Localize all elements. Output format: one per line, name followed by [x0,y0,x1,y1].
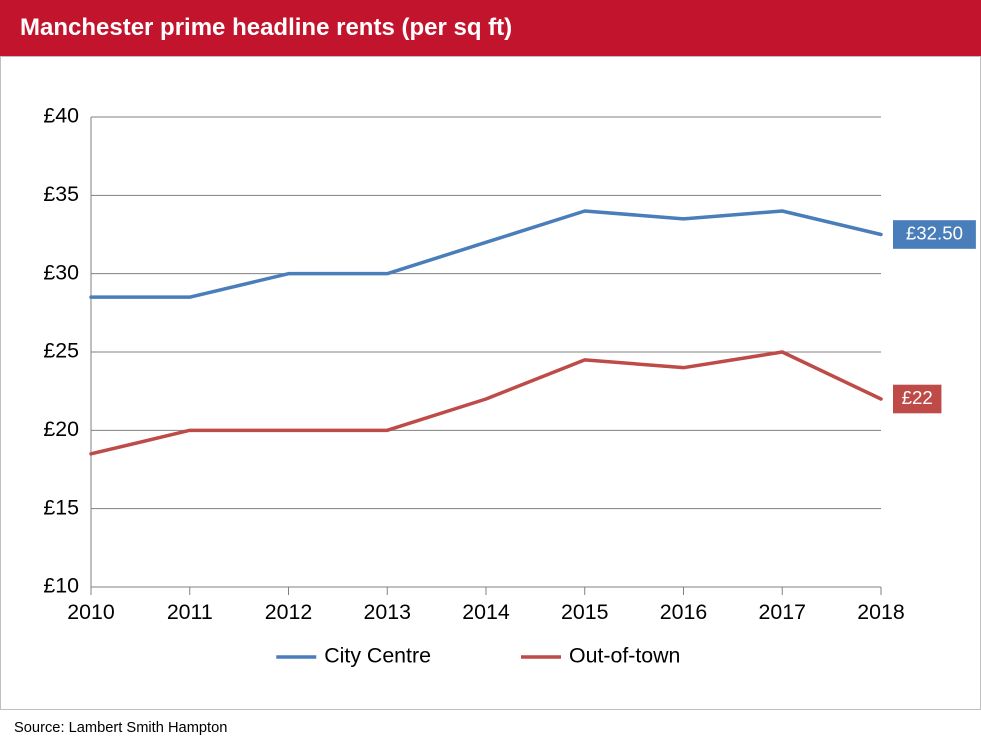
y-axis-label: £10 [43,574,79,598]
legend-label: City Centre [324,644,431,668]
y-axis-label: £40 [43,104,79,128]
x-axis-label: 2013 [364,600,411,624]
series-end-label: £22 [902,387,933,408]
x-axis-label: 2015 [561,600,608,624]
chart-frame: £10 £15 £20 £25 £30 £35 £40 2010 2011 2012 2013 201… [0,56,981,710]
y-axis-label: £15 [43,495,79,519]
series-end-label: £32.50 [906,222,963,243]
chart-source: Source: Lambert Smith Hampton [14,720,227,736]
x-axis-label: 2018 [857,600,904,624]
y-axis-label: £35 [43,182,79,206]
y-axis-label: £25 [43,339,79,363]
series-line [91,352,881,454]
legend-label: Out-of-town [569,644,680,668]
x-axis-label: 2014 [462,600,510,624]
x-axis-label: 2017 [759,600,806,624]
chart-title: Manchester prime headline rents (per sq … [20,14,512,42]
x-axis-label: 2010 [67,600,115,624]
x-axis-label: 2012 [265,600,312,624]
x-axis-label: 2016 [660,600,707,624]
series-line [91,211,881,297]
line-chart: £10 £15 £20 £25 £30 £35 £40 2010 2011 2012 2013 201… [1,57,981,711]
y-axis-label: £20 [43,417,79,441]
y-axis-label: £30 [43,260,79,284]
chart-header: Manchester prime headline rents (per sq … [0,0,981,56]
x-axis-label: 2011 [167,600,213,624]
